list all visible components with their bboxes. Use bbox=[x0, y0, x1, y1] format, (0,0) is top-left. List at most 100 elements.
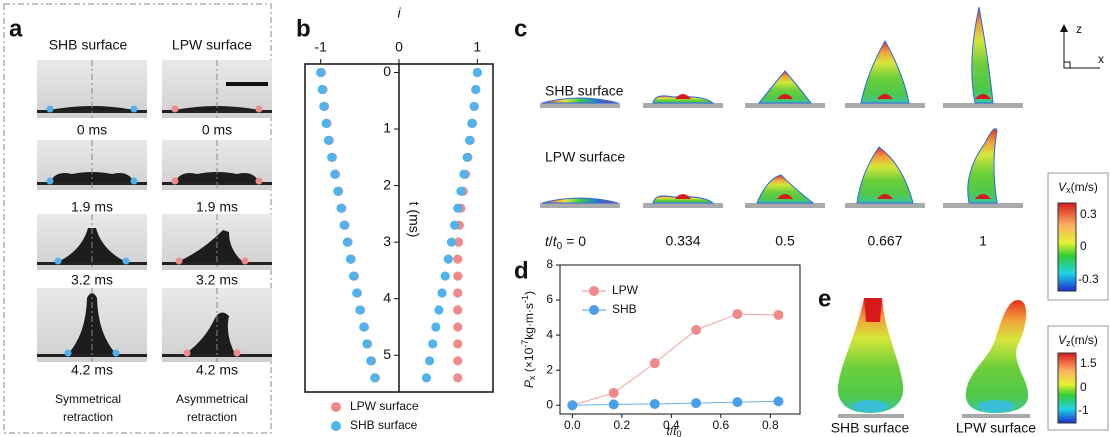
column-title: LPW surface bbox=[172, 37, 252, 53]
y-tick-label: 0 bbox=[383, 63, 391, 79]
contact-point bbox=[54, 257, 62, 265]
caption: retraction bbox=[187, 410, 237, 424]
contact-point bbox=[171, 105, 179, 113]
label-part: (m/s) bbox=[1071, 333, 1098, 347]
row-label: SHB surface bbox=[545, 83, 624, 99]
contact-point bbox=[175, 257, 183, 265]
droplet bbox=[68, 293, 116, 354]
simulation-frames bbox=[540, 6, 1023, 208]
point bbox=[453, 271, 463, 281]
time-label: 3.2 ms bbox=[71, 272, 113, 288]
substrate bbox=[162, 262, 272, 265]
droplet bbox=[177, 230, 243, 262]
time-label: 4.2 ms bbox=[71, 362, 113, 378]
colorbar-label: Vx(m/s) bbox=[1058, 180, 1098, 195]
ratio-part: t bbox=[553, 233, 558, 249]
drop-base bbox=[978, 400, 1014, 412]
point bbox=[431, 322, 441, 332]
point bbox=[456, 186, 466, 196]
point bbox=[370, 373, 380, 383]
caption: retraction bbox=[63, 410, 113, 424]
point bbox=[330, 169, 340, 179]
time-label: 1.9 ms bbox=[71, 199, 113, 215]
caption: Asymmetrical bbox=[176, 392, 248, 406]
point bbox=[773, 396, 784, 407]
colorbar-tick: 0.3 bbox=[1080, 207, 1097, 221]
x-tick-label: 0 bbox=[395, 39, 403, 55]
label-part: -7 bbox=[520, 340, 530, 348]
y-axis-label: t (ms) bbox=[406, 202, 422, 238]
legend-marker bbox=[589, 305, 599, 315]
substrate bbox=[37, 262, 147, 265]
velocity-drops: SHB surface LPW surface bbox=[831, 298, 1036, 436]
panel-letter: a bbox=[9, 15, 23, 42]
x-tick-label: 0.4 bbox=[663, 418, 680, 432]
y-tick-label: 2 bbox=[383, 176, 391, 192]
point bbox=[691, 324, 702, 335]
time-label: 1.9 ms bbox=[196, 199, 238, 215]
time-step: 0.334 bbox=[665, 233, 700, 249]
point bbox=[469, 101, 479, 112]
hotspot bbox=[777, 194, 793, 199]
y-tick-label: 8 bbox=[546, 257, 553, 271]
legend-label: LPW bbox=[612, 283, 639, 297]
label-part: -1 bbox=[520, 295, 530, 303]
panel-letter: c bbox=[514, 15, 527, 42]
time-label: 0 ms bbox=[77, 122, 107, 138]
drop bbox=[965, 300, 1029, 413]
point bbox=[339, 220, 349, 230]
droplet bbox=[652, 95, 715, 104]
colorbar-scale bbox=[1057, 352, 1077, 424]
time-step: 0.667 bbox=[867, 233, 902, 249]
point bbox=[348, 271, 359, 281]
point bbox=[453, 237, 464, 247]
substrate bbox=[943, 203, 1023, 208]
point bbox=[440, 271, 450, 281]
contact-point bbox=[130, 177, 138, 185]
legend-marker bbox=[331, 402, 341, 412]
label-part: t bbox=[673, 424, 677, 437]
colorbar: Vz(m/s) 1.5 0 -1 bbox=[1047, 325, 1109, 431]
substrate bbox=[37, 354, 147, 357]
colorbar-tick: 0 bbox=[1080, 239, 1087, 253]
column-title: SHB surface bbox=[49, 37, 128, 53]
point bbox=[333, 186, 343, 196]
panel-letter: e bbox=[818, 285, 831, 312]
chart-b: -1 0 1 0 1 2 3 4 5 i t (ms) LPW surface SHB surface bbox=[304, 5, 494, 432]
contact-point bbox=[255, 105, 263, 113]
label-part: kg·m·s bbox=[522, 303, 536, 340]
plot-frame bbox=[559, 264, 801, 415]
arrow-head bbox=[1060, 24, 1068, 32]
ratio-part: = 0 bbox=[562, 233, 586, 249]
time-ratio: t/t0 = 0 bbox=[545, 233, 586, 252]
y-tick-label: 6 bbox=[546, 292, 553, 306]
point bbox=[462, 152, 472, 162]
point bbox=[355, 305, 365, 315]
point bbox=[437, 288, 447, 298]
x-tick-label: 0.8 bbox=[762, 418, 779, 432]
colorbar-tick: -0.3 bbox=[1078, 272, 1099, 286]
hotspot bbox=[877, 94, 893, 99]
y-tick-label: 4 bbox=[546, 327, 553, 341]
colorbar: Vx(m/s) 0.3 0 -0.3 bbox=[1047, 172, 1109, 301]
y-axis-label: Px (×10-7kg·m·s-1) bbox=[520, 291, 537, 388]
point bbox=[567, 400, 578, 411]
point bbox=[467, 118, 477, 128]
droplet bbox=[757, 70, 813, 104]
droplet bbox=[541, 197, 619, 204]
y-tick-label: 5 bbox=[383, 346, 391, 362]
time-label: 0 ms bbox=[202, 122, 232, 138]
point bbox=[453, 254, 463, 264]
point bbox=[608, 387, 619, 398]
substrate bbox=[540, 203, 620, 208]
series-line bbox=[572, 400, 779, 406]
drop-base bbox=[852, 400, 888, 412]
point bbox=[327, 152, 337, 162]
droplet bbox=[967, 128, 998, 204]
point bbox=[453, 203, 463, 213]
caption: Symmetrical bbox=[55, 392, 121, 406]
y-tick-label: 0 bbox=[546, 397, 553, 411]
contact-point bbox=[46, 105, 54, 113]
